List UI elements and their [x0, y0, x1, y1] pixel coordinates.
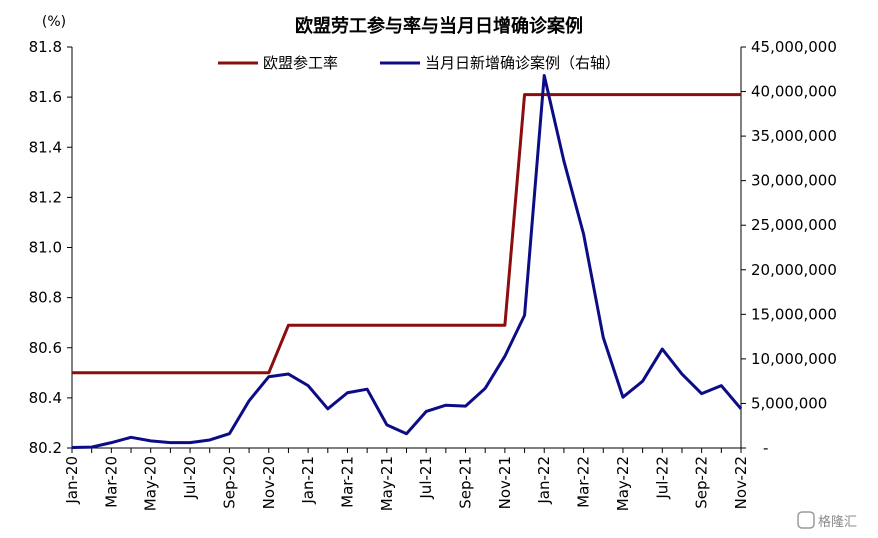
right-tick-label: 10,000,000: [751, 350, 837, 368]
x-tick-label: Mar-21: [338, 456, 356, 508]
left-tick-label: 80.2: [29, 439, 62, 457]
left-axis-unit: (%): [42, 14, 66, 30]
x-tick-label: Jan-20: [63, 456, 81, 505]
right-tick-label: 45,000,000: [751, 38, 837, 56]
x-tick-label: Mar-20: [102, 456, 120, 508]
watermark-logo-icon: [797, 511, 815, 529]
series-line-labor-participation: [72, 93, 741, 375]
x-tick-label: Nov-22: [732, 456, 750, 509]
right-tick-label: 15,000,000: [751, 305, 837, 323]
x-tick-label: Jan-21: [299, 456, 317, 505]
x-tick-label: May-22: [614, 456, 632, 511]
left-tick-label: 81.0: [29, 239, 62, 257]
left-tick-label: 80.4: [29, 389, 62, 407]
left-tick-label: 80.8: [29, 289, 62, 307]
right-tick-label: 30,000,000: [751, 172, 837, 190]
left-tick-label: 80.6: [29, 339, 62, 357]
right-tick-label: 35,000,000: [751, 127, 837, 145]
legend-label-cases: 当月日新增确诊案例（右轴）: [425, 54, 620, 72]
right-tick-label: -: [763, 439, 768, 457]
left-tick-label: 81.2: [29, 188, 62, 206]
x-tick-label: Nov-20: [260, 456, 278, 509]
watermark: 格隆汇: [797, 511, 857, 530]
x-tick-label: Jul-22: [653, 456, 671, 500]
right-tick-label: 40,000,000: [751, 83, 837, 101]
x-tick-label: Jul-21: [417, 456, 435, 500]
chart-title: 欧盟劳工参与率与当月日增确诊案例: [295, 15, 583, 37]
x-tick-label: Sep-21: [457, 456, 475, 509]
right-tick-label: 5,000,000: [751, 394, 827, 412]
x-tick-label: Jul-20: [181, 456, 199, 500]
legend: 欧盟参工率 当月日新增确诊案例（右轴）: [218, 54, 620, 72]
plot-area: [71, 74, 743, 450]
axes: 80.2 80.4 80.6 80.8 81.0 81.2 81.4 81.6 81.8 - 5,0…: [29, 38, 837, 511]
left-tick-label: 81.8: [29, 38, 62, 56]
right-tick-label: 20,000,000: [751, 261, 837, 279]
right-tick-label: 25,000,000: [751, 216, 837, 234]
x-tick-label: May-20: [142, 456, 160, 511]
x-tick-label: Sep-22: [693, 456, 711, 509]
x-tick-label: Nov-21: [496, 456, 514, 509]
watermark-text: 格隆汇: [818, 514, 857, 530]
series-line-daily-new-cases: [71, 74, 743, 450]
x-tick-label: Sep-20: [220, 456, 238, 509]
x-tick-label: May-21: [378, 456, 396, 511]
left-tick-label: 81.6: [29, 88, 62, 106]
legend-label-labor: 欧盟参工率: [263, 54, 338, 72]
left-tick-label: 81.4: [29, 138, 62, 156]
x-tick-label: Mar-22: [575, 456, 593, 508]
x-tick-label: Jan-22: [535, 456, 553, 505]
